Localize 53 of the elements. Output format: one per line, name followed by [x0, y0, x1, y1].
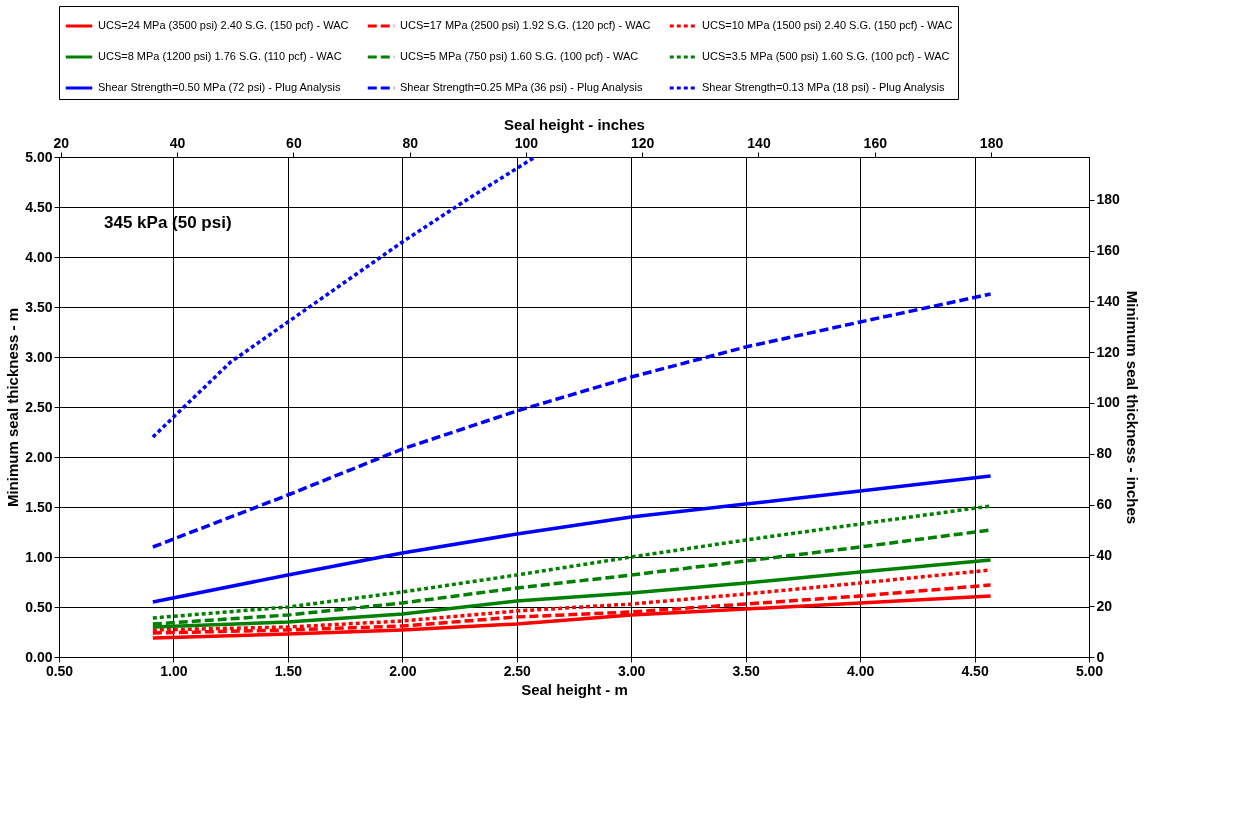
x2-tick-label: 160: [863, 134, 888, 151]
x2-tick-label: 60: [286, 134, 302, 151]
y2-tick-label: 140: [1096, 292, 1121, 309]
x-tick-label: 5.00: [1075, 662, 1104, 679]
y2-tick-label: 80: [1096, 445, 1113, 462]
x-tick-label: 1.00: [160, 662, 188, 679]
y-axis-title: Minimum seal thickness - m: [4, 307, 22, 508]
y-tick-label: 0.50: [25, 598, 53, 615]
legend-label: Shear Strength=0.25 MPa (36 psi) - Plug Analysis: [400, 81, 643, 93]
legend-label: Shear Strength=0.13 MPa (18 psi) - Plug Analysis: [702, 81, 945, 93]
y2-tick-label: 60: [1096, 496, 1113, 513]
legend-label: UCS=8 MPa (1200 psi) 1.76 S.G. (110 pcf) - WAC: [98, 50, 342, 62]
x-tick-label: 3.50: [732, 662, 760, 679]
y-tick-label: 3.00: [25, 348, 53, 365]
y-tick-label: 1.50: [25, 498, 53, 515]
x2-tick-label: 120: [631, 134, 655, 151]
x-tick-label: 3.00: [618, 662, 646, 679]
y-tick-label: 4.50: [25, 198, 53, 215]
legend-label: UCS=17 MPa (2500 psi) 1.92 S.G. (120 pcf) - WAC: [400, 19, 651, 31]
x2-tick-label: 20: [53, 134, 70, 151]
legend-label: UCS=10 MPa (1500 psi) 2.40 S.G. (150 pcf) - WAC: [702, 19, 953, 31]
x-axis-title: Seal height - m: [521, 680, 628, 698]
legend-label: UCS=3.5 MPa (500 psi) 1.60 S.G. (100 pcf) - WAC: [702, 50, 950, 62]
y2-tick-label: 120: [1096, 343, 1121, 360]
y2-tick-label: 160: [1096, 242, 1121, 259]
x2-axis-title: Seal height - inches: [504, 115, 645, 133]
legend-label: UCS=5 MPa (750 psi) 1.60 S.G. (100 pcf) - WAC: [400, 50, 639, 62]
y-tick-label: 3.50: [25, 298, 53, 315]
y-tick-label: 5.00: [25, 148, 53, 165]
y-tick-label: 2.00: [25, 448, 53, 465]
y2-tick-label: 20: [1096, 597, 1113, 614]
y-tick-label: 4.00: [25, 248, 53, 265]
y2-tick-label: 100: [1096, 394, 1121, 411]
x-tick-label: 1.50: [274, 662, 303, 679]
y-tick-label: 2.50: [25, 398, 53, 415]
y-tick-label: 0.00: [25, 648, 53, 665]
x2-tick-label: 100: [514, 134, 539, 151]
x-tick-label: 4.50: [961, 662, 989, 679]
y-tick-label: 1.00: [25, 548, 53, 565]
y2-axis-title: Minimum seal thickness - inches: [1123, 290, 1141, 525]
legend-label: Shear Strength=0.50 MPa (72 psi) - Plug Analysis: [98, 81, 341, 93]
legend-label: UCS=24 MPa (3500 psi) 2.40 S.G. (150 pcf) - WAC: [98, 19, 349, 31]
y2-tick-label: 180: [1096, 191, 1121, 208]
x-tick-label: 2.00: [389, 662, 417, 679]
x2-tick-label: 40: [169, 134, 186, 151]
y2-tick-label: 0: [1096, 648, 1105, 665]
x-tick-label: 4.00: [846, 662, 875, 679]
x2-tick-label: 80: [402, 134, 419, 151]
y2-tick-label: 40: [1096, 546, 1113, 563]
x2-tick-label: 180: [979, 134, 1004, 151]
x-tick-label: 0.50: [45, 662, 74, 679]
x2-tick-label: 140: [747, 134, 771, 151]
x-tick-label: 2.50: [503, 662, 532, 679]
